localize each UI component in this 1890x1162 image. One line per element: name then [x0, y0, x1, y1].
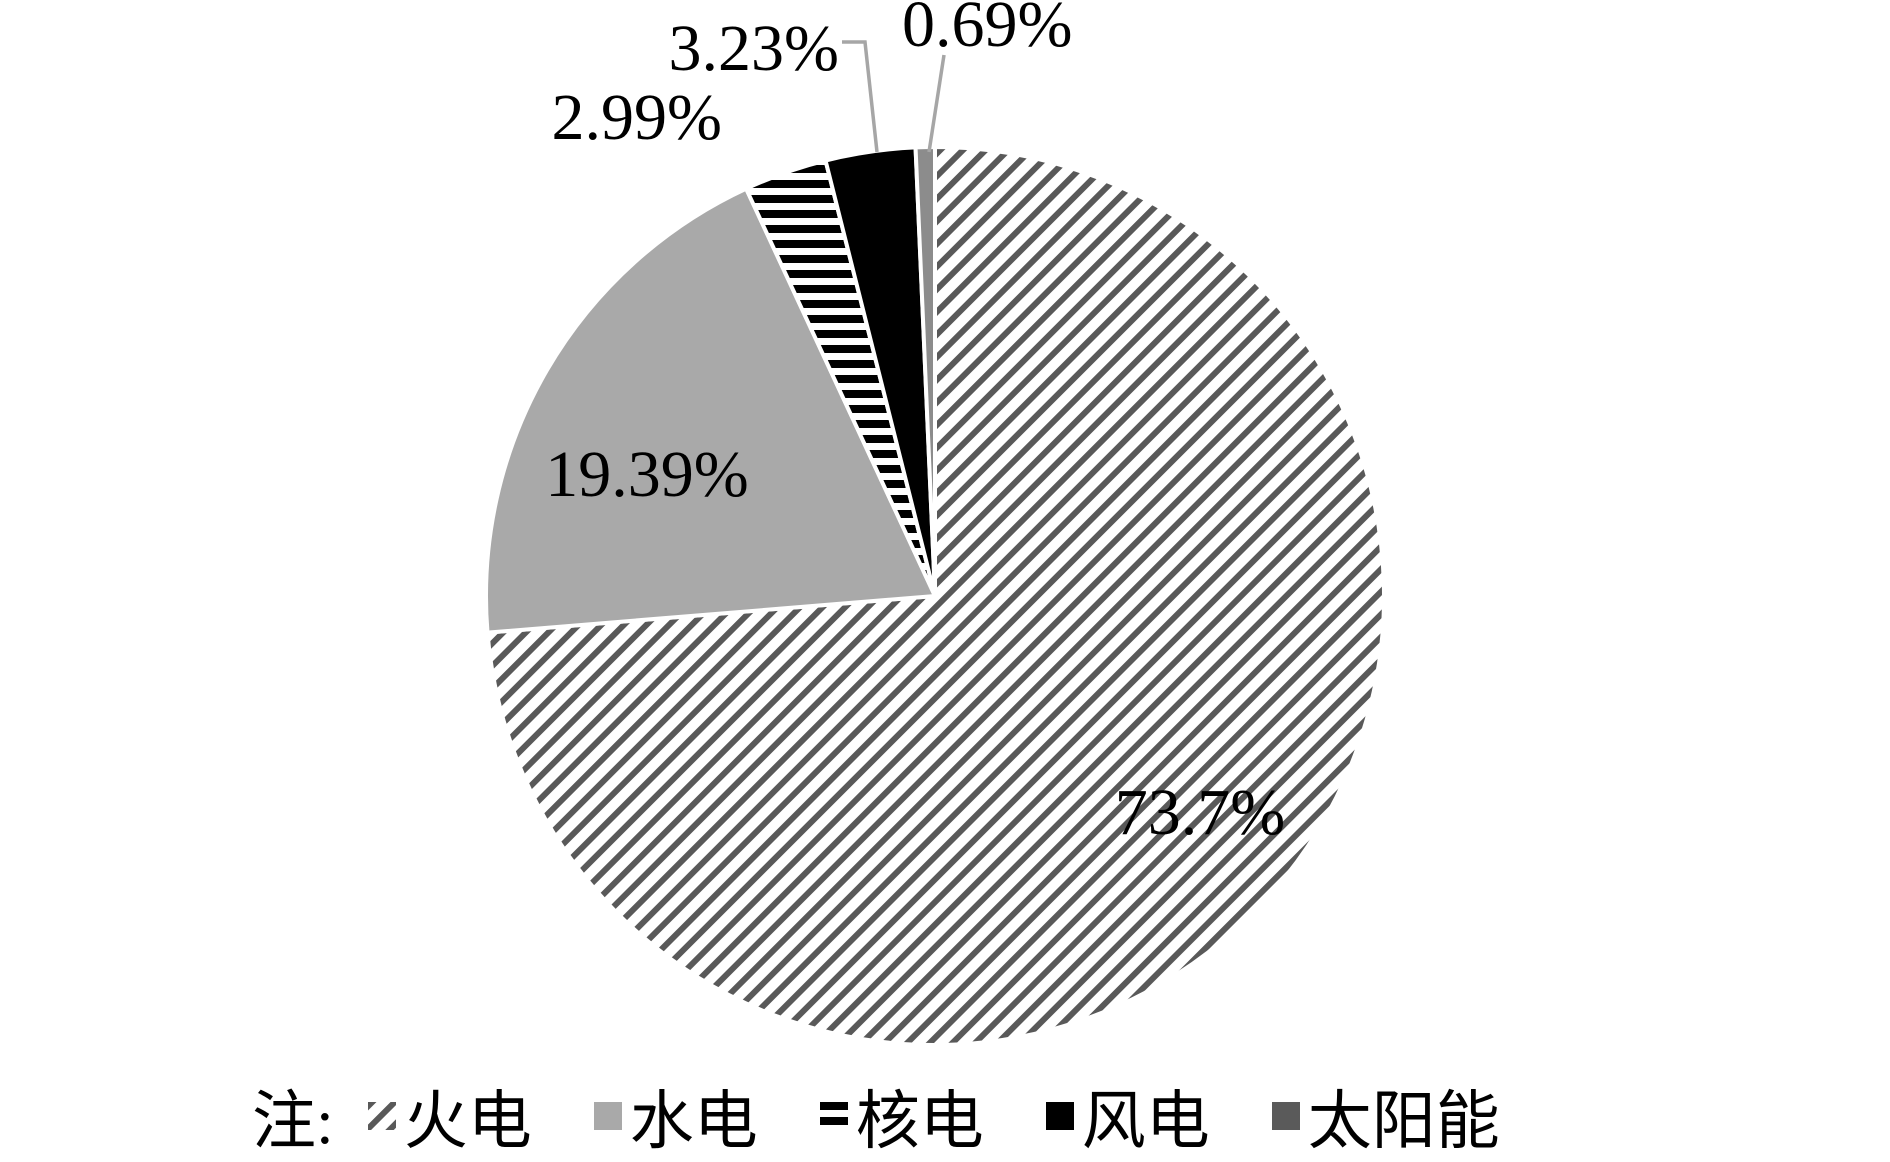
- data-label-nuclear: 2.99%: [552, 81, 722, 154]
- legend-swatch-nuclear-icon: [819, 1102, 848, 1130]
- legend-swatch-thermal-icon: [367, 1102, 396, 1130]
- legend-note-prefix: 注:: [252, 1086, 334, 1157]
- chart-legend: 注: 火电 水电 核电 风电 太阳能: [252, 1072, 1500, 1160]
- data-label-hydro: 19.39%: [545, 438, 748, 511]
- leader-line-wind: [842, 40, 879, 153]
- legend-item-thermal: 火电: [367, 1070, 532, 1162]
- legend-swatch-hydro-icon: [593, 1102, 622, 1130]
- pie-slice-solar: [913, 144, 937, 597]
- data-label-solar: 0.69%: [902, 0, 1072, 61]
- data-label-wind: 3.23%: [669, 12, 839, 85]
- legend-item-solar: 太阳能: [1271, 1070, 1500, 1162]
- data-label-thermal: 73.7%: [1115, 776, 1285, 849]
- legend-swatch-wind-icon: [1045, 1102, 1074, 1130]
- legend-label-solar: 太阳能: [1307, 1086, 1500, 1157]
- legend-label-thermal: 火电: [403, 1086, 532, 1157]
- legend-label-hydro: 水电: [629, 1086, 758, 1157]
- legend-label-wind: 风电: [1081, 1086, 1210, 1157]
- pie-slice-hydro: [484, 186, 939, 635]
- legend-swatch-solar-icon: [1271, 1102, 1300, 1130]
- leader-line-solar: [927, 54, 946, 153]
- legend-label-nuclear: 核电: [855, 1086, 984, 1157]
- legend-item-hydro: 水电: [593, 1070, 758, 1162]
- legend-item-wind: 风电: [1045, 1070, 1210, 1162]
- legend-item-nuclear: 核电: [819, 1070, 984, 1162]
- pie-slices: [484, 144, 1387, 1047]
